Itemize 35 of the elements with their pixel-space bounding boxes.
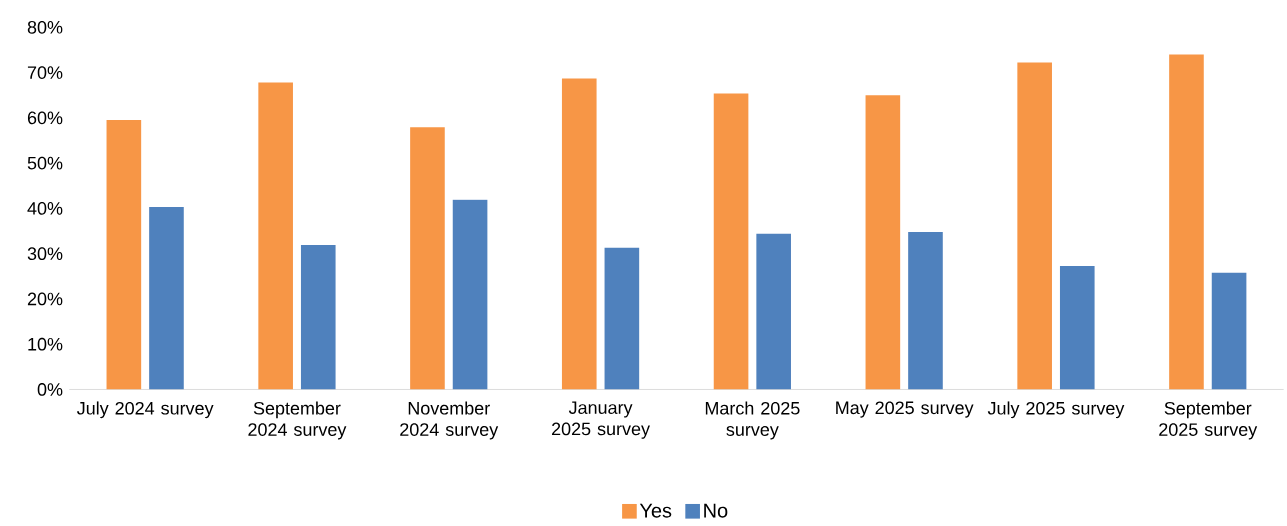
x-tick-label: July 2025 survey (987, 401, 1125, 419)
x-tick-label: September 2025 survey (1159, 401, 1258, 440)
y-tick-label: 60% (27, 111, 63, 125)
x-tick-label: September 2024 survey (248, 401, 347, 440)
legend-label: No (704, 503, 728, 518)
bar (865, 95, 901, 390)
bar (149, 207, 184, 390)
bar (1059, 266, 1095, 390)
y-tick-label: 70% (27, 66, 63, 80)
bar (756, 233, 791, 390)
x-tick-label: November 2024 survey (400, 401, 499, 440)
y-tick-label: 40% (27, 202, 63, 215)
bar (1211, 272, 1247, 390)
bar (452, 200, 488, 390)
bar (1169, 54, 1204, 390)
bar (258, 82, 293, 390)
y-tick-label: 80% (27, 21, 63, 34)
bar (1017, 62, 1052, 390)
y-tick-label: 0% (37, 383, 63, 397)
x-tick-label: July 2024 survey (76, 401, 214, 419)
bar (300, 245, 336, 390)
bar (713, 93, 749, 390)
y-tick-label: 30% (27, 247, 63, 261)
y-tick-label: 10% (28, 338, 63, 351)
bar (604, 248, 640, 390)
x-tick-label: January 2025 survey (552, 401, 650, 440)
bar (410, 127, 445, 390)
x-tick-label: May 2025 survey (836, 401, 974, 418)
y-tick-label: 50% (27, 157, 63, 170)
bar (908, 232, 943, 390)
bar (106, 120, 142, 390)
y-tick-label: 20% (27, 292, 63, 306)
legend-label: Yes (639, 503, 672, 518)
bar (561, 78, 597, 390)
x-tick-label: March 2025 survey (705, 401, 800, 440)
